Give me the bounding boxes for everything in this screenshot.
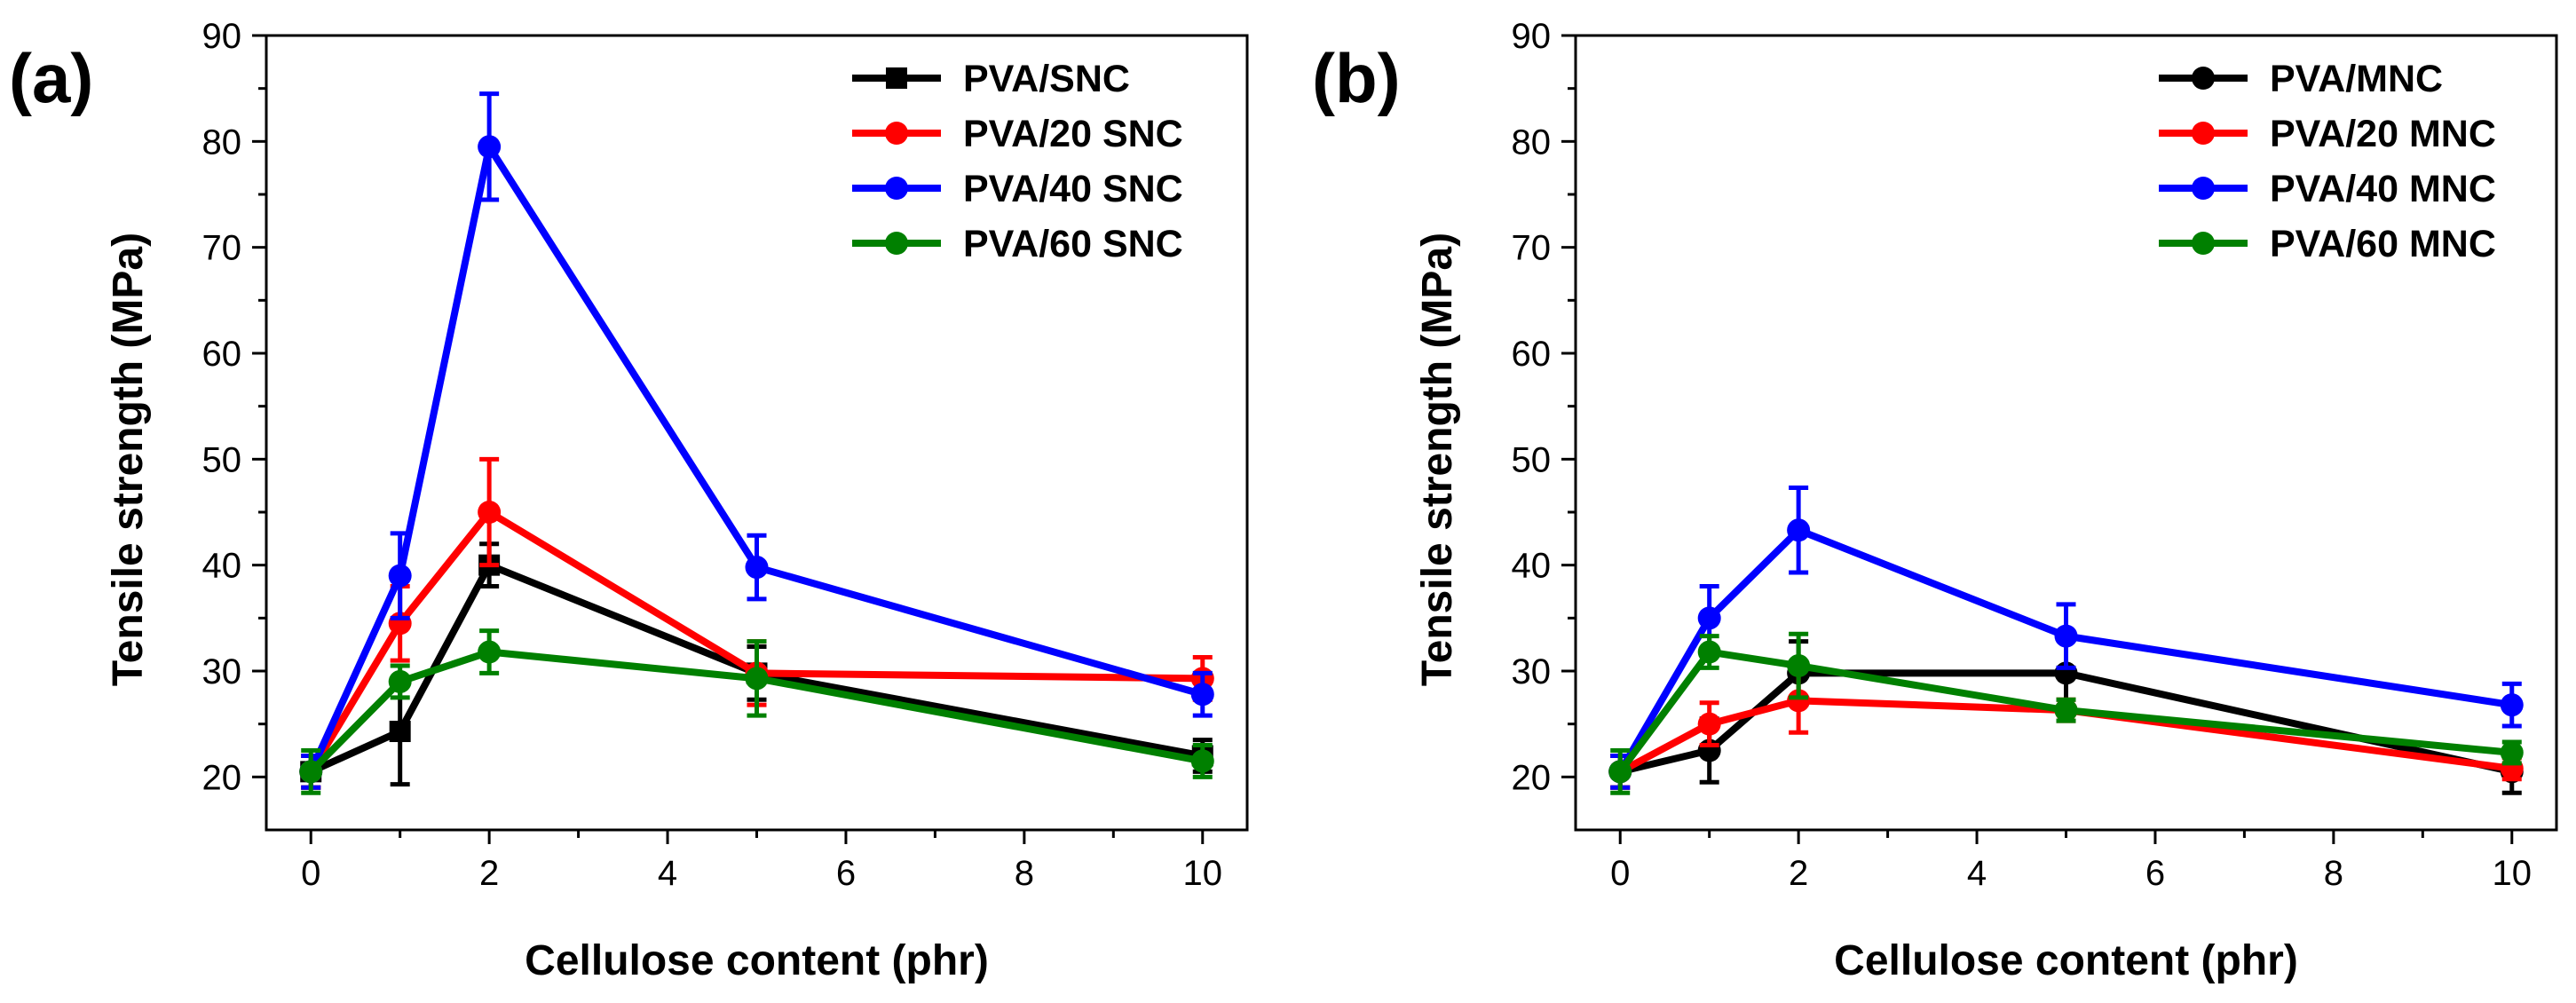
x-tick-label: 2 — [479, 854, 499, 893]
data-point — [478, 640, 502, 664]
legend: PVA/SNC PVA/20 SNC PVA/40 SNC PVA/60 SNC — [852, 58, 1183, 265]
data-point — [388, 564, 412, 588]
data-point — [478, 501, 502, 524]
legend-marker — [2192, 122, 2215, 145]
legend-label: PVA/MNC — [2270, 58, 2443, 100]
legend-label: PVA/60 SNC — [963, 223, 1183, 265]
legend-label: PVA/40 SNC — [963, 168, 1183, 210]
data-point — [388, 669, 412, 693]
legend-item-pva-snc: PVA/SNC — [852, 58, 1130, 100]
legend-item-pva-mnc: PVA/MNC — [2159, 58, 2443, 100]
series-pva-60-snc — [299, 628, 1214, 795]
panel-label: (b) — [1312, 39, 1401, 117]
legend-item-pva-20-mnc: PVA/20 MNC — [2159, 113, 2496, 155]
y-tick-label: 90 — [202, 17, 242, 56]
data-point — [1787, 518, 1811, 542]
y-tick-label: 80 — [202, 122, 242, 162]
x-tick-label: 0 — [301, 854, 320, 893]
x-tick-label: 4 — [1967, 854, 1987, 893]
data-point — [745, 667, 769, 691]
y-tick-label: 40 — [202, 547, 242, 586]
series-pva-60-mnc — [1608, 631, 2524, 795]
data-point — [1787, 654, 1811, 678]
legend-item-pva-40-mnc: PVA/40 MNC — [2159, 168, 2496, 210]
y-tick-label: 70 — [1512, 229, 1552, 268]
y-tick-label: 40 — [1512, 547, 1552, 586]
x-tick-label: 4 — [658, 854, 677, 893]
legend-marker — [885, 177, 908, 200]
y-axis-title: Tensile strength (MPa) — [105, 233, 152, 686]
panel-b-tensile-strength-mnc-chart: (b) 0 2 4 6 8 10 20 30 40 50 60 70 80 90 Cellulose cont… — [1312, 17, 2558, 984]
y-tick-label: 50 — [1512, 440, 1552, 479]
data-point — [1190, 683, 1214, 707]
y-tick-label: 70 — [202, 229, 242, 268]
legend-item-pva-60-mnc: PVA/60 MNC — [2159, 223, 2496, 265]
x-axis-title: Cellulose content (phr) — [1834, 937, 2298, 984]
data-point — [389, 721, 411, 743]
data-point — [1697, 640, 1721, 664]
legend-label: PVA/20 SNC — [963, 113, 1183, 155]
data-point — [1697, 712, 1721, 736]
y-axis-title: Tensile strength (MPa) — [1414, 233, 1461, 686]
legend-label: PVA/20 MNC — [2270, 113, 2496, 155]
y-tick-label: 50 — [202, 440, 242, 479]
data-point — [1608, 760, 1632, 784]
data-point — [745, 556, 769, 580]
y-tick-label: 20 — [202, 758, 242, 797]
legend-marker — [2192, 67, 2215, 90]
data-point — [2054, 624, 2078, 648]
panel-label: (a) — [9, 39, 93, 117]
panel-a-tensile-strength-snc-chart: (a) 0 2 4 6 8 10 20 30 40 50 60 70 80 90 Cellulose cont… — [9, 17, 1249, 984]
y-tick-label: 30 — [1512, 652, 1552, 691]
x-axis-title: Cellulose content (phr) — [525, 937, 989, 984]
legend-marker — [885, 122, 908, 145]
legend-marker — [2192, 232, 2215, 255]
data-point — [478, 135, 502, 159]
x-tick-label: 0 — [1610, 854, 1630, 893]
x-tick-label: 6 — [836, 854, 856, 893]
legend: PVA/MNC PVA/20 MNC PVA/40 MNC PVA/60 MNC — [2159, 58, 2496, 265]
y-tick-label: 90 — [1512, 17, 1552, 56]
y-tick-label: 80 — [1512, 122, 1552, 162]
data-point — [1787, 689, 1811, 713]
legend-item-pva-60-snc: PVA/60 SNC — [852, 223, 1183, 265]
y-tick-label: 20 — [1512, 758, 1552, 797]
data-point — [299, 760, 323, 784]
legend-label: PVA/SNC — [963, 58, 1130, 100]
x-tick-label: 10 — [1183, 854, 1223, 893]
legend-marker — [2192, 177, 2215, 200]
y-tick-label: 60 — [202, 335, 242, 374]
x-tick-label: 6 — [2145, 854, 2165, 893]
y-tick-label: 60 — [1512, 335, 1552, 374]
x-tick-label: 2 — [1789, 854, 1808, 893]
legend-item-pva-40-snc: PVA/40 SNC — [852, 168, 1183, 210]
data-point — [1697, 606, 1721, 630]
data-point — [2500, 740, 2524, 764]
legend-marker — [886, 67, 907, 89]
legend-marker — [885, 232, 908, 255]
data-point — [1190, 749, 1214, 773]
x-tick-label: 8 — [1015, 854, 1034, 893]
data-point — [2500, 693, 2524, 717]
y-tick-label: 30 — [202, 652, 242, 691]
legend-label: PVA/60 MNC — [2270, 223, 2496, 265]
legend-label: PVA/40 MNC — [2270, 168, 2496, 210]
data-point — [2054, 699, 2078, 723]
legend-item-pva-20-snc: PVA/20 SNC — [852, 113, 1183, 155]
x-tick-label: 8 — [2324, 854, 2343, 893]
x-tick-label: 10 — [2493, 854, 2533, 893]
